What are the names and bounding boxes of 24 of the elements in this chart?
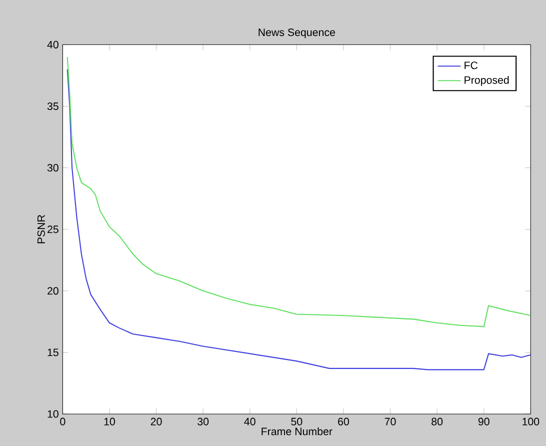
x-tick-label: 70	[384, 418, 396, 426]
y-tick-label: 20	[48, 287, 58, 295]
x-tick-label: 90	[478, 418, 490, 426]
y-axis-title: PSNR	[37, 215, 45, 244]
chart-title: News Sequence	[258, 28, 336, 38]
x-tick-label: 40	[244, 418, 256, 426]
y-tick-label: 40	[47, 40, 58, 48]
y-tick-label: 30	[47, 164, 58, 172]
y-tick-label: 25	[48, 226, 58, 234]
legend-label: Proposed	[464, 76, 509, 86]
legend-label: FC	[464, 62, 478, 70]
x-tick-label: 80	[432, 418, 443, 426]
y-tick-label: 15	[48, 348, 58, 356]
x-tick-label: 0	[60, 418, 66, 426]
line-series	[66, 56, 531, 328]
x-tick-label: 10	[104, 418, 115, 426]
y-tick-label: 35	[47, 102, 58, 110]
x-tick-label: 50	[291, 418, 302, 426]
x-tick-label: 60	[338, 418, 349, 426]
x-tick-label: 100	[522, 418, 540, 426]
y-tick-label: 10	[48, 410, 58, 418]
x-tick-label: 30	[198, 418, 209, 426]
x-axis-title: Frame Number	[262, 427, 332, 436]
x-tick-label: 20	[150, 418, 162, 426]
